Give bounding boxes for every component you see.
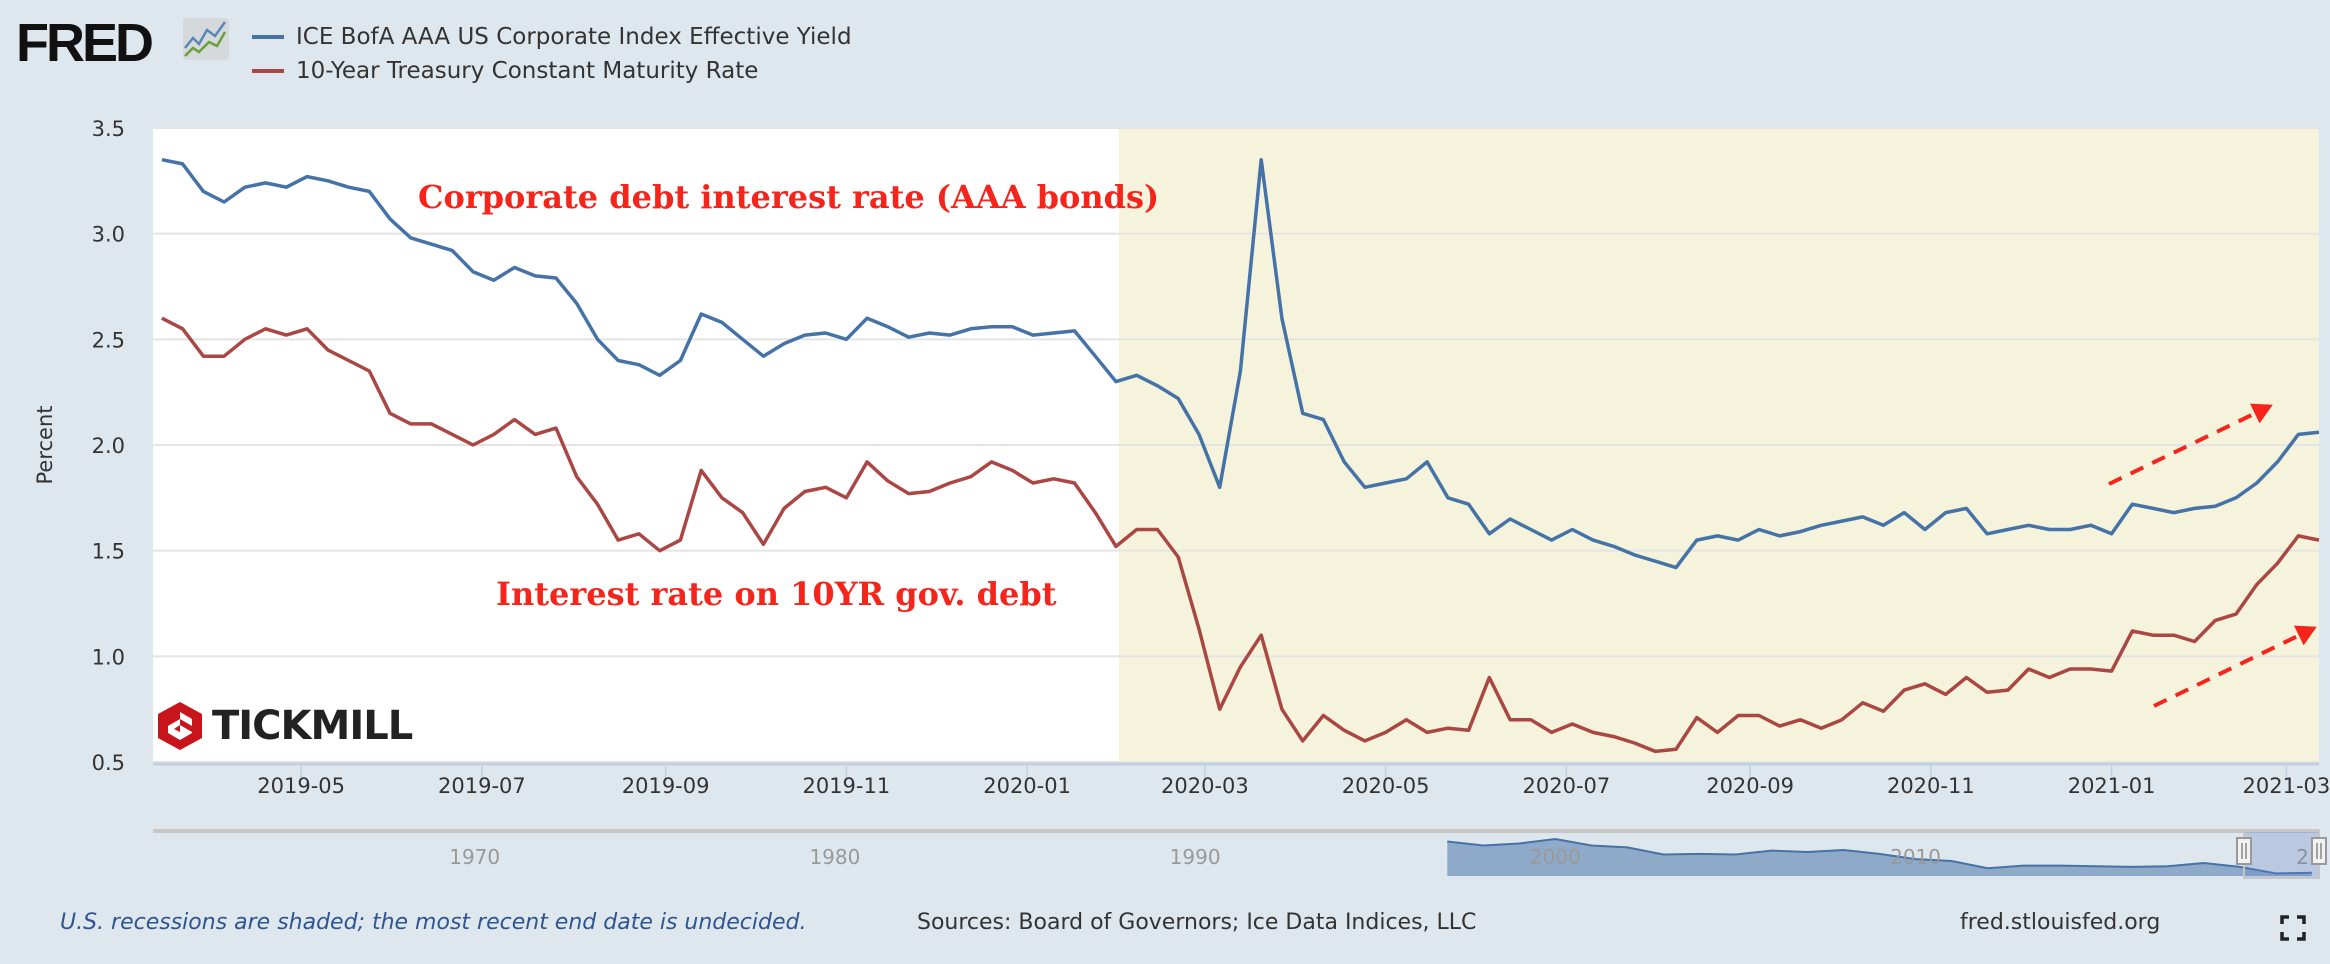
x-tick-label: 2020-03 bbox=[1161, 774, 1249, 798]
navigator-year-label: 1980 bbox=[809, 845, 860, 869]
y-tick-label: 3.5 bbox=[92, 117, 125, 141]
x-tick-label: 2020-05 bbox=[1342, 774, 1430, 798]
tickmill-logo-icon bbox=[158, 702, 202, 750]
y-tick-label: 1.5 bbox=[92, 540, 125, 564]
legend-item-aaa[interactable]: ICE BofA AAA US Corporate Index Effectiv… bbox=[252, 24, 852, 50]
recession-note: U.S. recessions are shaded; the most rec… bbox=[60, 910, 807, 935]
x-tick-label: 2021-01 bbox=[2068, 774, 2156, 798]
navigator-line bbox=[1447, 837, 2312, 875]
y-tick-label: 0.5 bbox=[92, 751, 125, 775]
x-tick-label: 2019-07 bbox=[438, 774, 526, 798]
fullscreen-icon[interactable] bbox=[2280, 915, 2306, 941]
y-tick-label: 2.5 bbox=[92, 328, 125, 352]
legend-swatch bbox=[252, 35, 284, 39]
trend-arrow-line bbox=[2153, 630, 2307, 708]
tickmill-text: TICKMILL bbox=[212, 703, 413, 749]
tickmill-watermark: TICKMILL bbox=[158, 702, 413, 750]
trend-arrow-head-icon bbox=[2250, 403, 2273, 424]
x-tick-label: 2020-01 bbox=[983, 774, 1071, 798]
y-tick-label: 3.0 bbox=[92, 223, 125, 247]
y-tick-label: 2.0 bbox=[92, 434, 125, 458]
navigator-year-label: 2010 bbox=[1890, 845, 1941, 869]
navigator-year-label: 2000 bbox=[1530, 845, 1581, 869]
navigator-handle[interactable] bbox=[2311, 837, 2327, 865]
legend-item-10y[interactable]: 10-Year Treasury Constant Maturity Rate bbox=[252, 58, 758, 84]
x-tick-label: 2021-03 bbox=[2243, 774, 2330, 798]
chart-line-icon bbox=[183, 18, 229, 60]
navigator-handle[interactable] bbox=[2236, 837, 2252, 865]
legend-swatch bbox=[252, 69, 284, 73]
fred-url-link[interactable]: fred.stlouisfed.org bbox=[1960, 910, 2161, 935]
fred-logo[interactable]: FRED bbox=[16, 13, 154, 73]
series-line-1 bbox=[161, 316, 2320, 754]
line-chart: 0.5 1.0 1.5 2.0 2.5 3.0 3.5 Percent 2019-05 2019-… bbox=[33, 117, 2330, 879]
y-tick-label: 1.0 bbox=[92, 645, 125, 669]
trend-arrow-line bbox=[2108, 408, 2263, 486]
x-tick-label: 2020-09 bbox=[1706, 774, 1794, 798]
legend-label: ICE BofA AAA US Corporate Index Effectiv… bbox=[296, 24, 852, 50]
x-tick-label: 2019-05 bbox=[257, 774, 345, 798]
x-tick-label: 2020-07 bbox=[1523, 774, 1611, 798]
navigator-year-label: 1970 bbox=[449, 845, 500, 869]
sources-text: Sources: Board of Governors; Ice Data In… bbox=[917, 910, 1477, 935]
series-line-0 bbox=[161, 157, 2320, 570]
x-tick-label: 2019-09 bbox=[622, 774, 710, 798]
annotation-corporate: Corporate debt interest rate (AAA bonds) bbox=[418, 178, 1160, 216]
x-tick-label: 2019-11 bbox=[802, 774, 890, 798]
x-tick-label: 2020-11 bbox=[1887, 774, 1975, 798]
trend-arrow-head-icon bbox=[2293, 625, 2317, 646]
legend-label: 10-Year Treasury Constant Maturity Rate bbox=[296, 58, 759, 84]
navigator-year-label: 1990 bbox=[1170, 845, 1221, 869]
y-axis-label: Percent bbox=[33, 405, 57, 484]
annotation-treasury: Interest rate on 10YR gov. debt bbox=[496, 575, 1057, 613]
navigator-selection[interactable] bbox=[2243, 830, 2320, 879]
